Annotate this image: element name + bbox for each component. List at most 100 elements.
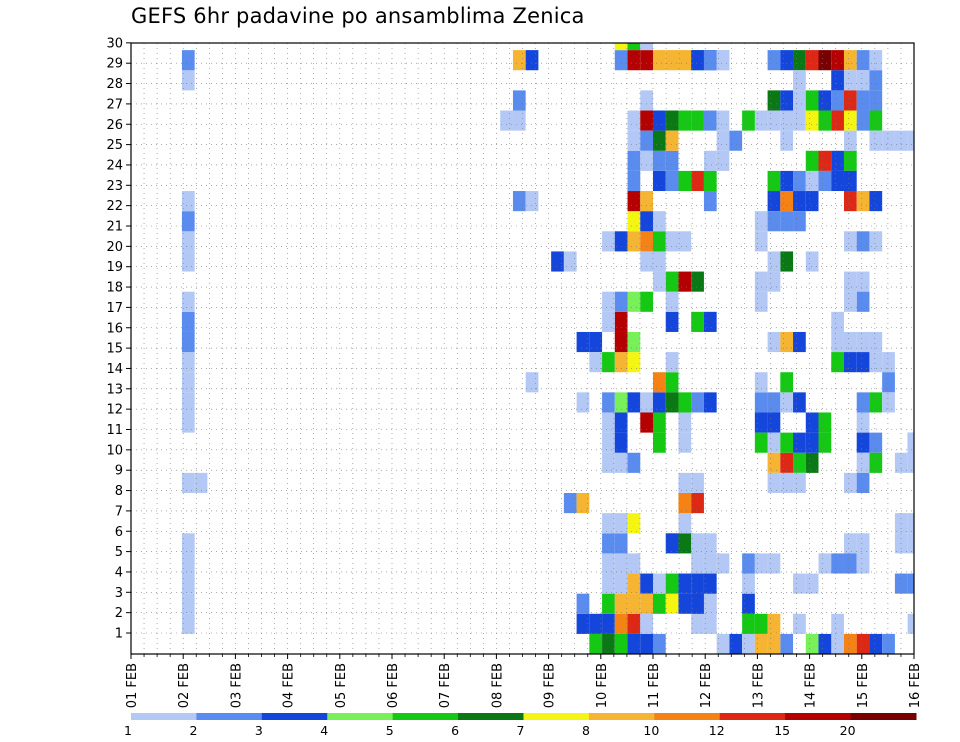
heatmap-cell xyxy=(805,412,819,433)
heatmap-cell xyxy=(793,170,806,192)
heatmap-cell xyxy=(856,291,870,312)
colorbar-swatch xyxy=(392,713,459,720)
heatmap-cell xyxy=(627,50,641,71)
heatmap-cell xyxy=(691,593,704,614)
y-tick-label: 14 xyxy=(106,362,123,377)
heatmap-cell xyxy=(614,392,628,413)
heatmap-cell xyxy=(691,553,704,574)
heatmap-cell xyxy=(793,331,806,353)
heatmap-cell xyxy=(856,352,870,373)
heatmap-cell xyxy=(589,331,603,353)
heatmap-cell xyxy=(691,493,704,514)
heatmap-cell xyxy=(780,130,794,151)
heatmap-cell xyxy=(691,392,704,413)
heatmap-cell xyxy=(894,452,908,473)
heatmap-cell xyxy=(640,633,653,654)
y-tick-label: 16 xyxy=(106,321,123,336)
heatmap-cell xyxy=(614,613,628,634)
heatmap-cell xyxy=(856,533,870,554)
y-tick-label: 27 xyxy=(106,97,123,112)
heatmap-cell xyxy=(856,553,870,574)
heatmap-cell xyxy=(805,432,819,453)
heatmap-cell xyxy=(818,110,832,131)
heatmap-cell xyxy=(793,573,806,594)
heatmap-cell xyxy=(181,392,195,413)
heatmap-cell xyxy=(805,633,819,654)
heatmap-cell xyxy=(767,613,781,634)
heatmap-cell xyxy=(602,633,615,654)
heatmap-cell xyxy=(665,593,679,614)
colorbar-swatch xyxy=(327,713,394,720)
heatmap-cell xyxy=(627,633,641,654)
heatmap-cell xyxy=(805,110,819,131)
heatmap-cell xyxy=(818,633,832,654)
y-tick-label: 4 xyxy=(115,565,123,580)
heatmap-cell xyxy=(856,392,870,413)
heatmap-cell xyxy=(691,613,704,634)
heatmap-cell xyxy=(665,533,679,554)
heatmap-cell xyxy=(767,472,781,494)
heatmap-cell xyxy=(525,372,539,393)
heatmap-cell xyxy=(856,191,870,212)
heatmap-cell xyxy=(627,130,641,151)
y-tick-label: 24 xyxy=(106,158,123,173)
colorbar-label: 2 xyxy=(189,723,197,738)
heatmap-cell xyxy=(703,50,717,71)
heatmap-cell xyxy=(882,372,895,393)
heatmap-cell xyxy=(856,90,870,111)
heatmap-cells xyxy=(181,43,914,654)
heatmap-cell xyxy=(602,553,615,574)
heatmap-cell xyxy=(703,553,717,574)
heatmap-cell xyxy=(691,311,704,332)
colorbar-swatch xyxy=(719,713,786,720)
y-tick-label: 3 xyxy=(115,586,123,601)
heatmap-cell xyxy=(882,130,895,151)
heatmap-cell xyxy=(691,472,704,494)
heatmap-cell xyxy=(640,50,653,71)
heatmap-cell xyxy=(780,110,794,131)
heatmap-cell xyxy=(754,633,768,654)
heatmap-cell xyxy=(831,331,844,353)
colorbar-label: 6 xyxy=(451,723,459,738)
heatmap-cell xyxy=(614,452,628,473)
heatmap-cell xyxy=(894,130,908,151)
heatmap-cell xyxy=(843,633,857,654)
heatmap-cell xyxy=(627,110,641,131)
heatmap-cell xyxy=(767,170,781,192)
heatmap-cell xyxy=(729,633,743,654)
heatmap-cell xyxy=(614,412,628,433)
colorbar-swatch xyxy=(654,713,721,720)
heatmap-cell xyxy=(869,110,883,131)
heatmap-cell xyxy=(767,50,781,71)
heatmap-cell xyxy=(742,613,755,634)
x-tick-label: 04 FEB xyxy=(282,663,297,708)
x-tick-label: 13 FEB xyxy=(751,663,766,708)
x-axis: 01 FEB 02 FEB 03 FEB 04 FEB 05 FEB 06 FEB 07 F… xyxy=(125,654,923,708)
heatmap-cell xyxy=(181,613,195,634)
y-tick-label: 26 xyxy=(106,118,123,133)
heatmap-cell xyxy=(805,452,819,473)
heatmap-cell xyxy=(614,553,628,574)
heatmap-cell xyxy=(181,412,195,433)
heatmap-cell xyxy=(602,392,615,413)
heatmap-cell xyxy=(831,311,844,332)
heatmap-cell xyxy=(767,191,781,212)
heatmap-cell xyxy=(653,573,666,594)
colorbar-swatch xyxy=(523,713,590,720)
heatmap-cell xyxy=(614,291,628,312)
heatmap-cell xyxy=(793,191,806,212)
heatmap-cell xyxy=(691,50,704,71)
heatmap-cell xyxy=(640,392,653,413)
x-tick-label: 01 FEB xyxy=(125,663,140,708)
heatmap-cell xyxy=(678,573,692,594)
heatmap-cell xyxy=(843,472,857,494)
heatmap-cell xyxy=(754,372,768,393)
heatmap-cell xyxy=(589,613,603,634)
heatmap-cell xyxy=(627,392,641,413)
heatmap-cell xyxy=(602,412,615,433)
heatmap-cell xyxy=(843,291,857,312)
colorbar-label: 3 xyxy=(255,723,263,738)
heatmap-cell xyxy=(907,432,914,453)
heatmap-cell xyxy=(869,331,883,353)
heatmap-cell xyxy=(754,432,768,453)
